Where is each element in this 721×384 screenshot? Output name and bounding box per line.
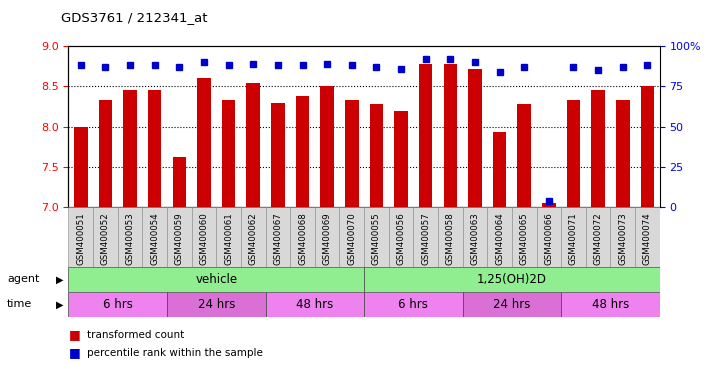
Text: percentile rank within the sample: percentile rank within the sample [87,348,262,358]
Bar [198,78,211,207]
Bar [561,292,660,317]
Text: transformed count: transformed count [87,330,184,340]
Bar [68,292,167,317]
Text: GSM400057: GSM400057 [421,212,430,265]
Bar [265,207,290,267]
Text: GSM400055: GSM400055 [372,212,381,265]
Bar [567,100,580,207]
Text: GSM400072: GSM400072 [593,212,603,265]
Text: GSM400073: GSM400073 [619,212,627,265]
Bar [118,207,143,267]
Text: GSM400065: GSM400065 [520,212,528,265]
Text: GSM400071: GSM400071 [569,212,578,265]
Bar [585,207,611,267]
Bar [290,207,315,267]
Text: 48 hrs: 48 hrs [592,298,629,311]
Bar [518,104,531,207]
Bar [616,100,629,207]
Bar [443,64,457,207]
Bar [493,132,506,207]
Text: GSM400056: GSM400056 [397,212,405,265]
Bar [389,207,413,267]
Bar [340,207,364,267]
Bar [216,207,241,267]
Text: GSM400061: GSM400061 [224,212,233,265]
Text: GSM400066: GSM400066 [544,212,553,265]
Text: vehicle: vehicle [195,273,237,286]
Bar [438,207,463,267]
Text: GSM400070: GSM400070 [348,212,356,265]
Bar [296,96,309,207]
Text: GSM400068: GSM400068 [298,212,307,265]
Bar [320,86,334,207]
Text: time: time [7,299,32,310]
Bar [370,104,383,207]
Text: GSM400053: GSM400053 [125,212,135,265]
Bar [148,91,162,207]
Bar [635,207,660,267]
Bar [364,207,389,267]
Bar [364,267,660,292]
Text: GDS3761 / 212341_at: GDS3761 / 212341_at [61,12,208,25]
Text: 24 hrs: 24 hrs [493,298,531,311]
Bar [611,207,635,267]
Bar [394,111,408,207]
Bar [167,292,265,317]
Bar [315,207,340,267]
Text: ■: ■ [68,346,80,359]
Bar [99,100,112,207]
Text: GSM400064: GSM400064 [495,212,504,265]
Bar [561,207,585,267]
Text: 6 hrs: 6 hrs [399,298,428,311]
Bar [271,103,285,207]
Bar [641,86,654,207]
Bar [542,204,556,207]
Text: GSM400062: GSM400062 [249,212,257,265]
Text: ▶: ▶ [56,274,63,285]
Bar [413,207,438,267]
Text: 6 hrs: 6 hrs [103,298,133,311]
Text: GSM400069: GSM400069 [323,212,332,265]
Text: 48 hrs: 48 hrs [296,298,333,311]
Text: agent: agent [7,274,40,285]
Bar [68,207,93,267]
Text: GSM400051: GSM400051 [76,212,85,265]
Bar [167,207,192,267]
Bar [247,83,260,207]
Text: 24 hrs: 24 hrs [198,298,235,311]
Text: GSM400074: GSM400074 [643,212,652,265]
Bar [591,91,605,207]
Bar [487,207,512,267]
Bar [364,292,463,317]
Bar [265,292,364,317]
Bar [345,100,358,207]
Text: 1,25(OH)2D: 1,25(OH)2D [477,273,547,286]
Bar [241,207,265,267]
Bar [222,100,235,207]
Text: ▶: ▶ [56,299,63,310]
Text: GSM400060: GSM400060 [200,212,208,265]
Bar [512,207,536,267]
Bar [74,127,87,207]
Bar [68,267,364,292]
Text: GSM400059: GSM400059 [175,212,184,265]
Text: GSM400063: GSM400063 [471,212,479,265]
Bar [468,69,482,207]
Bar [463,292,561,317]
Text: GSM400052: GSM400052 [101,212,110,265]
Bar [93,207,118,267]
Bar [172,157,186,207]
Bar [536,207,561,267]
Bar [123,91,137,207]
Bar [419,64,433,207]
Bar [142,207,167,267]
Bar [463,207,487,267]
Text: ■: ■ [68,328,80,341]
Text: GSM400054: GSM400054 [150,212,159,265]
Text: GSM400058: GSM400058 [446,212,455,265]
Bar [192,207,216,267]
Text: GSM400067: GSM400067 [273,212,283,265]
